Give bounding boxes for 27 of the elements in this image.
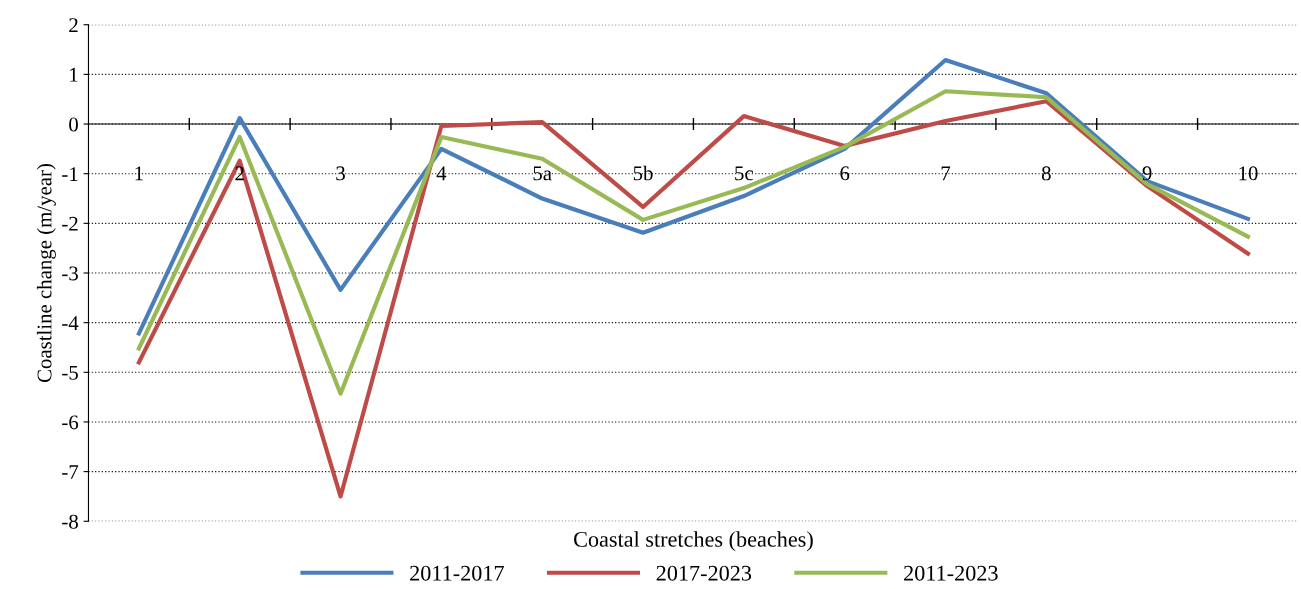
x-tick-label: 8 — [1041, 166, 1051, 181]
x-tick-label: 7 — [941, 166, 951, 181]
x-tick-label: 3 — [336, 166, 345, 181]
y-tick-label: -5 — [62, 365, 78, 380]
y-tick-label: -7 — [62, 465, 79, 479]
x-tick-label: 5c — [735, 166, 754, 181]
y-tick-label: -4 — [62, 316, 79, 330]
x-tick-label: 5a — [533, 166, 552, 181]
y-tick-label: -1 — [62, 167, 78, 181]
x-tick-label: 9 — [1142, 166, 1152, 181]
x-tick-label: 1 — [135, 166, 143, 181]
y-tick-label: 0 — [69, 117, 78, 132]
x-tick-label: 10 — [1239, 166, 1258, 181]
legend-label: 2011-2017 — [410, 565, 504, 581]
x-axis-title: Coastal stretches (beaches) — [574, 531, 813, 552]
legend-label: 2011-2023 — [904, 565, 998, 581]
y-tick-label: 2 — [69, 18, 78, 32]
y-tick-label: -6 — [62, 415, 79, 430]
x-tick-label: 5b — [633, 165, 653, 181]
y-tick-label: -8 — [62, 514, 78, 529]
y-axis-title: Coastline change (m/year) — [36, 164, 56, 383]
y-tick-label: -2 — [62, 216, 78, 231]
legend-label: 2017-2023 — [656, 565, 752, 581]
y-tick-label: -3 — [62, 266, 78, 281]
x-tick-label: 6 — [840, 166, 850, 181]
x-tick-label: 4 — [436, 166, 447, 181]
y-tick-label: 1 — [70, 67, 78, 82]
